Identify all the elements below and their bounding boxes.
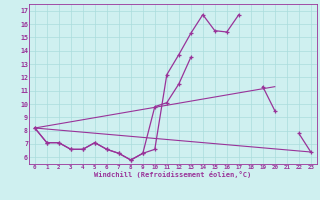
X-axis label: Windchill (Refroidissement éolien,°C): Windchill (Refroidissement éolien,°C) [94,171,252,178]
